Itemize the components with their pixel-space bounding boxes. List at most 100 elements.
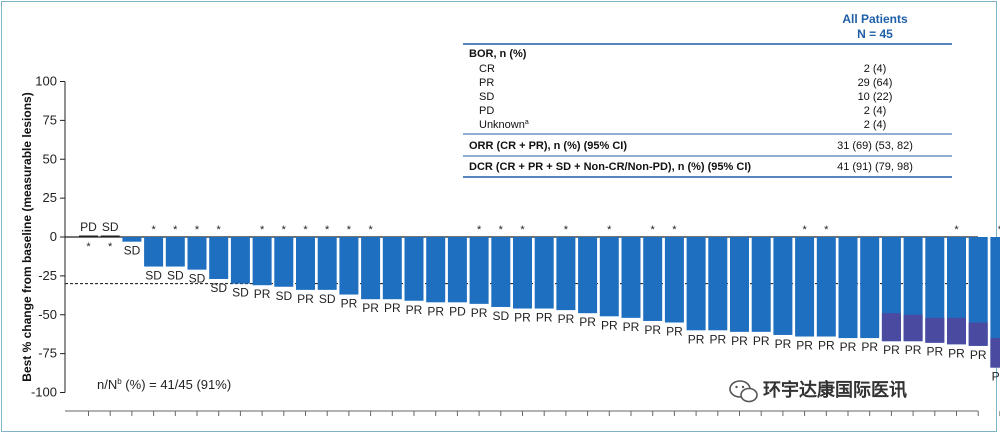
bar-marker: * [564, 224, 569, 236]
bar [339, 237, 359, 295]
y-tick-label: 25 [43, 190, 57, 205]
bar-label: SD [124, 244, 141, 258]
bar-label: SD [319, 292, 336, 306]
bar-label: PR [775, 337, 792, 351]
bar-label: PR [514, 311, 531, 325]
bar-marker: * [499, 224, 504, 236]
bar-marker: * [477, 224, 482, 236]
bar-label: PR [254, 287, 271, 301]
bar [426, 237, 446, 303]
bar [469, 237, 489, 304]
wechat-logo-icon [729, 380, 758, 403]
bar-marker: * [173, 224, 178, 236]
bar-label: PR [818, 339, 835, 353]
bar [643, 237, 663, 321]
bar [447, 237, 467, 303]
bar-label: PR [536, 311, 553, 325]
bar-label: SD [167, 269, 184, 283]
bar-marker: * [325, 224, 330, 236]
bar-label: PR [948, 346, 965, 360]
bar-segment-dark [968, 322, 988, 346]
bar [296, 237, 315, 290]
y-tick-label: -100 [31, 385, 57, 400]
bor-row-value: 10 (22) [858, 91, 893, 103]
bar [556, 237, 576, 311]
bar-marker: * [108, 241, 113, 253]
bar-label: PR [471, 306, 488, 320]
orr-label: ORR (CR + PR), n (%) (95% CI) [469, 140, 627, 152]
bar-label: SD [189, 272, 206, 286]
bar-label: PD [449, 304, 466, 318]
bar-label: SD [145, 269, 162, 283]
dcr-label: DCR (CR + PR + SD + Non-CR/Non-PD), n (%… [469, 161, 751, 173]
bar-marker: * [86, 241, 91, 253]
bar [686, 237, 706, 331]
bar-label: PR [623, 320, 640, 334]
bar-marker: * [282, 224, 287, 236]
bar-label: PR [384, 301, 401, 315]
bar-marker: * [607, 224, 612, 236]
bar [795, 237, 815, 337]
bar-label: PR [840, 340, 857, 354]
bar-marker: * [802, 224, 807, 236]
bar-label: PR [992, 370, 1000, 384]
bar [230, 237, 250, 284]
bar [317, 237, 337, 290]
bar [751, 237, 771, 332]
bar-label: PR [601, 318, 618, 332]
dcr-value: 41 (91) (79, 98) [837, 161, 913, 173]
bar [664, 237, 684, 323]
watermark-text: 环宇达康国际医讯 [763, 379, 907, 400]
bor-row-label: PR [479, 77, 494, 89]
summary-table: All Patients N = 45 BOR, n (%) CR 2 (4) … [463, 12, 952, 178]
bar-segment-dark [903, 314, 923, 342]
bar [773, 237, 793, 335]
bar-label: PR [796, 339, 813, 353]
y-tick-label: 0 [50, 229, 57, 244]
bar-label: PR [709, 332, 726, 346]
y-tick-label: 100 [35, 74, 57, 89]
bar-label: SD [210, 281, 227, 295]
bar-marker: * [217, 224, 222, 236]
bar [165, 237, 185, 267]
bar-label: PR [579, 315, 596, 329]
table-header-n: N = 45 [857, 27, 893, 41]
bor-row-label: PD [479, 105, 494, 117]
bar-label: PR [406, 303, 423, 317]
watermark: 环宇达康国际医讯 [729, 379, 907, 403]
bar-label: PR [427, 304, 444, 318]
bar [209, 237, 229, 279]
bar [274, 237, 294, 287]
bar-label: SD [232, 286, 249, 300]
y-tick-label: -50 [38, 307, 57, 322]
bar-marker: * [195, 224, 200, 236]
bar-label: SD [275, 289, 292, 303]
bar [838, 237, 858, 339]
bar [947, 237, 966, 345]
bar-label: PR [970, 348, 987, 362]
bar-marker: * [520, 224, 525, 236]
bor-row-value: 2 (4) [864, 63, 887, 75]
bar-marker: * [954, 224, 959, 236]
bor-title: BOR, n (%) [469, 48, 527, 60]
bar-marker: * [347, 224, 352, 236]
bar [404, 237, 424, 301]
bar-marker: * [998, 224, 1000, 236]
bar-label: PR [666, 325, 683, 339]
bar-label: PR [362, 301, 379, 315]
bar-label: PR [297, 292, 314, 306]
bar-marker: * [260, 224, 265, 236]
y-tick-label: -25 [38, 268, 57, 283]
bar [491, 237, 511, 307]
bar [252, 237, 272, 286]
bor-row-label: CR [479, 63, 495, 75]
bar-label: PR [905, 343, 922, 357]
bar-marker: * [368, 224, 373, 236]
bar [599, 237, 619, 317]
bar-label: PR [341, 297, 358, 311]
bar-segment-dark [925, 317, 945, 343]
bar-segment-dark [990, 338, 1000, 368]
bar-label: PR [861, 340, 878, 354]
bar-segment-dark [881, 313, 901, 342]
